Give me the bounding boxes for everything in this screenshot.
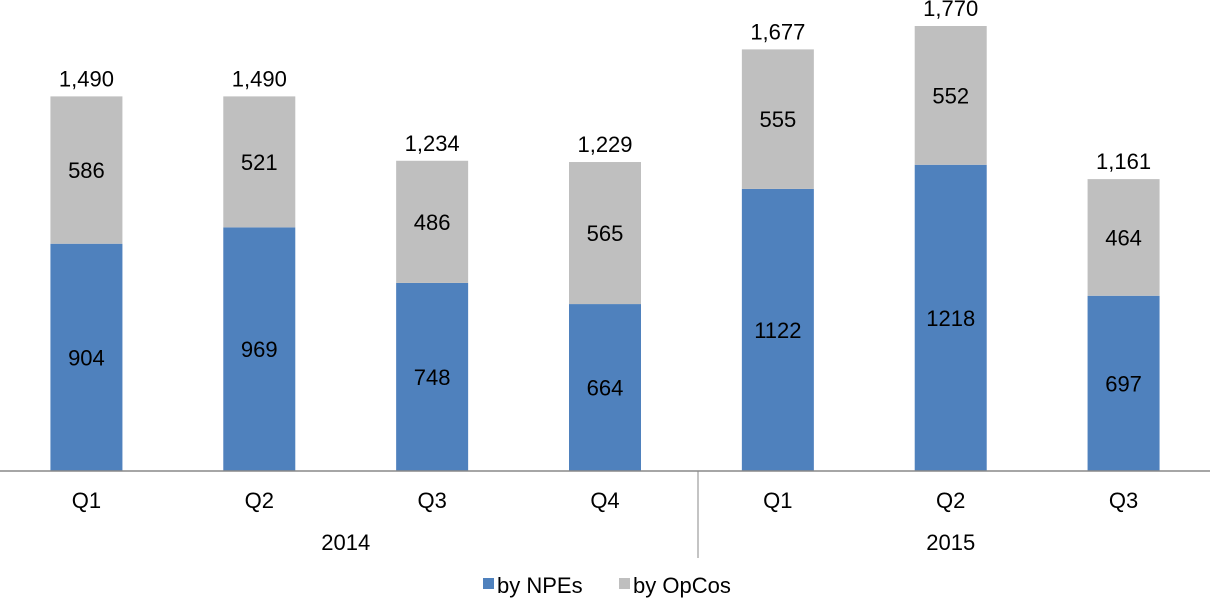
data-label-by-opcos: 521: [241, 150, 278, 175]
data-label-by-npes: 1218: [926, 306, 975, 331]
data-label-by-npes: 1122: [754, 318, 801, 343]
year-group-label: 2015: [926, 530, 975, 555]
data-label-by-opcos: 565: [587, 221, 624, 246]
total-label: 1,229: [577, 132, 632, 157]
legend-label-by-opcos: by OpCos: [633, 573, 731, 598]
data-label-by-opcos: 586: [68, 158, 105, 183]
legend-swatch-by-npes: [483, 578, 494, 589]
data-label-by-npes: 904: [68, 345, 105, 370]
data-label-by-opcos: 552: [932, 83, 969, 108]
year-group-label: 2014: [321, 530, 370, 555]
x-tick-label: Q4: [590, 488, 619, 513]
total-label: 1,490: [59, 66, 114, 91]
data-label-by-opcos: 486: [414, 210, 451, 235]
legend: by NPEs by OpCos: [483, 573, 731, 598]
data-label-by-opcos: 555: [759, 107, 796, 132]
data-label-by-npes: 697: [1105, 371, 1142, 396]
legend-swatch-by-opcos: [619, 578, 630, 589]
data-label-by-npes: 748: [414, 365, 451, 390]
data-label-by-npes: 969: [241, 337, 278, 362]
total-label: 1,770: [923, 0, 978, 21]
x-tick-label: Q2: [245, 488, 274, 513]
x-tick-labels: Q1 Q2 Q3 Q4 Q1 Q2 Q3: [72, 488, 1139, 513]
total-label: 1,161: [1096, 149, 1151, 174]
data-label-by-npes: 664: [587, 376, 624, 401]
x-tick-label: Q1: [72, 488, 101, 513]
x-tick-label: Q3: [417, 488, 446, 513]
legend-label-by-npes: by NPEs: [497, 573, 583, 598]
x-tick-label: Q2: [936, 488, 965, 513]
year-group-labels: 2014 2015: [321, 530, 975, 555]
data-label-by-opcos: 464: [1105, 225, 1142, 250]
x-tick-label: Q3: [1109, 488, 1138, 513]
x-tick-label: Q1: [763, 488, 792, 513]
total-label: 1,234: [405, 131, 460, 156]
plot-area: 904 586 1,490 969 521 1,490 748 486 1,234 664 565 1…: [50, 0, 1159, 471]
total-label: 1,677: [750, 19, 805, 44]
total-label: 1,490: [232, 66, 287, 91]
